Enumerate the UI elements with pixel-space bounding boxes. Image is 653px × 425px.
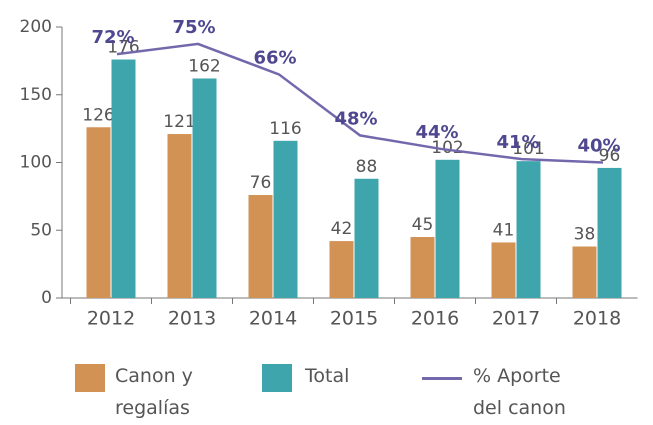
bar-value-label: 116 bbox=[269, 119, 301, 139]
bar-value-label: 76 bbox=[250, 173, 272, 193]
bar-value-label: 162 bbox=[188, 56, 220, 76]
bar bbox=[192, 78, 217, 299]
bar bbox=[516, 161, 541, 298]
chart: 0 50 100 150 200 2012 2013 2014 2015 2016 2017 2018… bbox=[20, 17, 638, 330]
x-tick-label: 2012 bbox=[87, 308, 135, 330]
line bbox=[116, 42, 604, 164]
bar-value-label: 38 bbox=[574, 225, 596, 245]
bar bbox=[572, 246, 597, 298]
bar bbox=[86, 127, 111, 299]
bar-value-label: 45 bbox=[412, 215, 434, 235]
y-tick-label: 0 bbox=[41, 288, 52, 308]
line-value-label: 41% bbox=[496, 132, 539, 153]
legend-label: % Aporte del canon bbox=[473, 365, 566, 419]
x-tick-label: 2013 bbox=[168, 308, 216, 330]
bar-value-label: 121 bbox=[163, 112, 195, 132]
bar bbox=[111, 59, 136, 298]
legend-label: Canon y regalías bbox=[115, 365, 193, 419]
x-tick-label: 2016 bbox=[411, 308, 459, 330]
x-tick-label: 2017 bbox=[492, 308, 540, 330]
line-value-label: 72% bbox=[91, 27, 134, 48]
bar bbox=[273, 140, 298, 298]
bar bbox=[435, 159, 460, 298]
y-tick-label: 100 bbox=[20, 153, 52, 173]
line-value-label: 44% bbox=[415, 122, 458, 143]
x-tick-label: 2018 bbox=[573, 308, 621, 330]
bar-value-label: 102 bbox=[431, 138, 463, 158]
y-tick-label: 150 bbox=[20, 85, 52, 105]
bar bbox=[354, 178, 379, 298]
bar-value-label: 41 bbox=[493, 220, 515, 240]
x-tick-label: 2015 bbox=[330, 308, 378, 330]
x-tick-label: 2014 bbox=[249, 308, 297, 330]
legend-label: Total bbox=[305, 365, 350, 387]
bar bbox=[410, 237, 435, 298]
line-value-label: 40% bbox=[577, 136, 620, 157]
bar bbox=[329, 241, 354, 298]
y-tick-label: 200 bbox=[20, 17, 52, 37]
line-value-label: 66% bbox=[253, 47, 296, 68]
bar bbox=[167, 134, 192, 298]
y-tick-label: 50 bbox=[30, 220, 52, 240]
bar bbox=[248, 195, 273, 298]
legend-line bbox=[422, 377, 462, 380]
bar-value-label: 101 bbox=[512, 139, 544, 159]
legend-swatch bbox=[262, 364, 292, 392]
bar bbox=[491, 242, 516, 298]
bar-value-label: 126 bbox=[82, 105, 114, 125]
bar-value-label: 88 bbox=[356, 157, 378, 177]
bar-value-label: 42 bbox=[331, 219, 353, 239]
line-value-label: 75% bbox=[172, 17, 215, 38]
bar bbox=[597, 167, 622, 298]
line-value-label: 48% bbox=[334, 108, 377, 129]
bar-value-label: 96 bbox=[599, 146, 621, 166]
legend-swatch bbox=[75, 364, 105, 392]
